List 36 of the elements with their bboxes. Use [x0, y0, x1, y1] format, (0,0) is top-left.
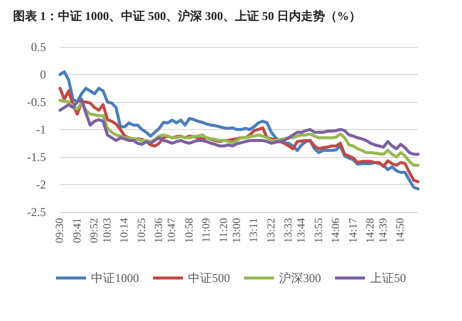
x-tick-label: 13:55 — [312, 218, 325, 244]
line-series — [58, 98, 420, 167]
x-tick-label: 13:33 — [282, 218, 295, 244]
chart-title: 图表 1：中证 1000、中证 500、沪深 300、上证 50 日内走势（%） — [13, 9, 361, 23]
x-tick-label: 14:50 — [394, 218, 407, 244]
x-tick-label: 14:28 — [364, 218, 377, 244]
x-tick-label: 09:52 — [88, 218, 101, 244]
x-tick-label: 10:25 — [136, 218, 148, 244]
x-tick-label: 10:47 — [166, 218, 178, 244]
x-tick-label: 13:00 — [230, 218, 243, 244]
y-tick-label: -0.5 — [27, 95, 46, 109]
x-tick-label: 10:14 — [118, 218, 131, 244]
y-tick-label: -1.5 — [27, 150, 46, 164]
x-tick-label: 10:36 — [153, 218, 166, 244]
x-tick-label: 09:30 — [54, 218, 66, 244]
legend-label: 上证50 — [370, 271, 406, 285]
x-tick-label: 13:22 — [265, 218, 278, 244]
y-tick-label: -2 — [36, 178, 46, 192]
line-series — [58, 98, 420, 156]
legend-label: 中证1000 — [91, 271, 139, 285]
y-tick-label: 0.5 — [31, 40, 46, 54]
y-tick-label: -1 — [36, 122, 46, 136]
x-tick-label: 10:03 — [101, 218, 114, 244]
x-tick-label: 13:11 — [248, 218, 260, 243]
x-tick-label: 14:06 — [330, 218, 342, 244]
y-tick-label: -2.5 — [27, 205, 46, 219]
x-tick-label: 13:44 — [296, 218, 308, 244]
x-tick-label: 11:09 — [200, 218, 213, 243]
x-tick-label: 10:58 — [183, 218, 196, 244]
x-tick-label: 09:41 — [71, 218, 84, 244]
x-tick-label: 14:39 — [377, 218, 390, 244]
legend-label: 沪深300 — [279, 271, 321, 285]
y-tick-label: 0 — [40, 68, 46, 82]
x-tick-label: 11:20 — [218, 218, 230, 243]
x-tick-label: 14:17 — [347, 218, 360, 244]
legend-label: 中证500 — [188, 271, 230, 285]
